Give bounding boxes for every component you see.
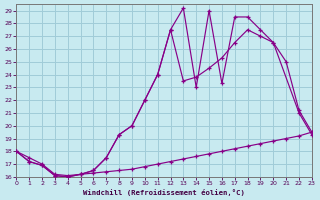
X-axis label: Windchill (Refroidissement éolien,°C): Windchill (Refroidissement éolien,°C) [83, 189, 245, 196]
